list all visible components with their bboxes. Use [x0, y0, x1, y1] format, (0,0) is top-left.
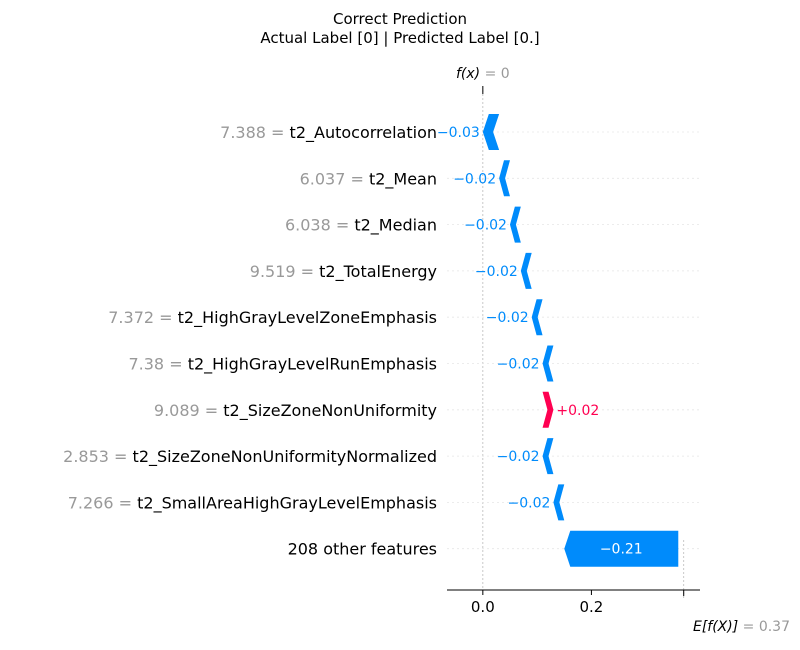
feature-label: 6.038 = t2_Median — [285, 216, 437, 236]
waterfall-bar — [531, 299, 543, 336]
waterfall-bar — [542, 438, 554, 475]
feature-label: 9.519 = t2_TotalEnergy — [250, 262, 437, 282]
expected-label: E[f(X)] = 0.37 — [693, 619, 790, 635]
feature-label: 7.38 = t2_HighGrayLevelRunEmphasis — [128, 355, 437, 375]
feature-label: 208 other features — [288, 540, 437, 559]
bar-value-label: −0.02 — [497, 357, 540, 373]
bar-value-label: −0.02 — [453, 171, 496, 187]
bar-value-label: −0.02 — [508, 495, 551, 511]
bar-value-label: −0.02 — [497, 449, 540, 465]
feature-label: 2.853 = t2_SizeZoneNonUniformityNormaliz… — [63, 447, 437, 467]
bar-value-label: −0.02 — [475, 264, 518, 280]
waterfall-bar — [499, 160, 510, 197]
bar-value-label: +0.02 — [556, 403, 599, 419]
chart-subtitle: Actual Label [0] | Predicted Label [0.] — [260, 29, 540, 47]
waterfall-bar — [509, 206, 521, 243]
feature-label: 7.372 = t2_HighGrayLevelZoneEmphasis — [108, 308, 437, 328]
feature-label: 6.037 = t2_Mean — [300, 169, 437, 189]
waterfall-bar — [553, 484, 565, 521]
bar-value-label: −0.03 — [437, 125, 480, 141]
feature-label: 7.266 = t2_SmallAreaHighGrayLevelEmphasi… — [68, 493, 437, 513]
bar-value-label: −0.21 — [600, 542, 643, 558]
bar-value-label: −0.02 — [486, 310, 529, 326]
x-tick-label: 0.2 — [579, 598, 603, 616]
waterfall-bar — [542, 345, 554, 382]
waterfall-bar — [520, 252, 532, 289]
waterfall-bar — [482, 114, 500, 150]
chart-title: Correct Prediction — [332, 10, 468, 28]
bar-value-label: −0.02 — [464, 218, 507, 234]
feature-label: 9.089 = t2_SizeZoneNonUniformity — [154, 401, 437, 421]
fx-label: f(x) = 0 — [456, 66, 510, 82]
waterfall-bar — [564, 530, 679, 567]
feature-label: 7.388 = t2_Autocorrelation — [220, 123, 437, 143]
x-tick-label: 0.0 — [471, 598, 495, 616]
waterfall-bar — [542, 391, 554, 428]
